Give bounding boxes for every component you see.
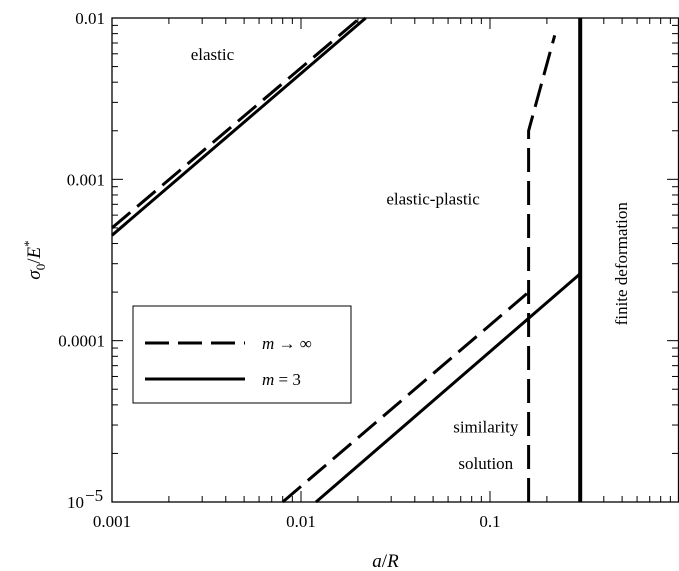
region-label: similarity (453, 417, 519, 436)
legend: m → ∞ m = 3 (132, 305, 352, 404)
region-label: finite deformation (612, 202, 631, 326)
region-label: elastic-plastic (386, 189, 480, 208)
series-lines (111, 16, 583, 504)
axis-titles: a/R σ0/E* (21, 240, 399, 571)
y-axis-title: σ0/E* (21, 240, 48, 279)
dashed-series-line (111, 16, 361, 230)
y-tick-label: 0.001 (67, 170, 105, 189)
y-tick-label: 0.01 (75, 9, 105, 28)
x-tick-label: 0.001 (93, 512, 131, 531)
solid-series-line (315, 272, 582, 504)
legend-label: m = 3 (262, 370, 301, 389)
plot-frame-border (111, 17, 679, 503)
plot-frame (111, 17, 679, 503)
x-tick-label: 0.1 (479, 512, 500, 531)
axis-tick-labels: 0.001 0.01 0.1 10 −5 0.0001 0.001 0.01 (58, 9, 500, 531)
y-tick-label: 10 (67, 493, 84, 512)
legend-label: m → ∞ (262, 334, 312, 353)
dashed-series-line (281, 290, 530, 504)
region-annotations: elastic elastic-plastic similarity solution… (191, 45, 631, 473)
region-label: solution (458, 454, 513, 473)
legend-box (132, 305, 352, 404)
x-axis-title: a/R (372, 551, 399, 571)
y-tick-label: 0.0001 (58, 332, 105, 351)
region-label: elastic (191, 45, 235, 64)
y-tick-label-exponent: −5 (85, 486, 103, 505)
dashed-series-line (527, 35, 557, 502)
x-tick-label: 0.01 (286, 512, 316, 531)
axis-ticks (111, 17, 679, 503)
solid-series-line (111, 16, 367, 237)
